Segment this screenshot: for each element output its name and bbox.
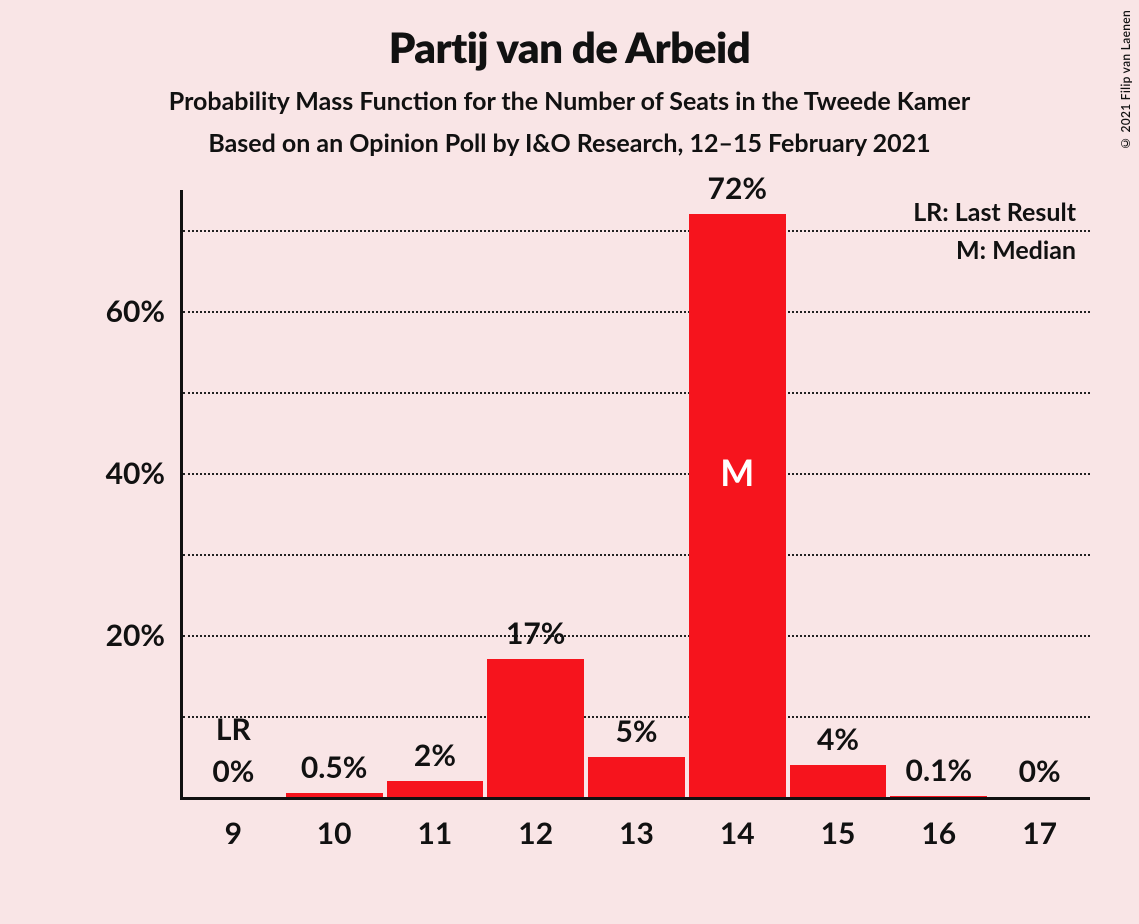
plot-area: LR: Last Result M: Median 0%LR90.5%102%1…: [180, 190, 1090, 800]
bar-slot: 0.5%10: [284, 190, 385, 797]
y-tick-label: 20%: [106, 617, 183, 653]
median-marker: M: [720, 450, 754, 494]
chart-subtitle-1: Probability Mass Function for the Number…: [0, 86, 1139, 116]
copyright-text: © 2021 Filip van Laenen: [1118, 10, 1133, 151]
bar-slot: 4%15: [788, 190, 889, 797]
x-tick-label: 17: [1022, 797, 1057, 851]
bar-value-label: 0%: [212, 753, 254, 789]
x-tick-label: 14: [720, 797, 755, 851]
bar-value-label: 0%: [1019, 753, 1061, 789]
last-result-marker: LR: [216, 711, 251, 747]
chart-title: Partij van de Arbeid: [0, 0, 1139, 72]
x-tick-label: 16: [921, 797, 956, 851]
bar-value-label: 5%: [615, 713, 657, 749]
y-tick-label: 60%: [106, 293, 183, 329]
bar-value-label: 2%: [414, 737, 456, 773]
bar: [588, 757, 685, 797]
x-tick-label: 9: [225, 797, 242, 851]
bar: [387, 781, 484, 797]
bar-value-label: 17%: [506, 615, 565, 651]
bar-slot: 72%M14: [687, 190, 788, 797]
bar-value-label: 4%: [817, 721, 859, 757]
bar-slot: 5%13: [586, 190, 687, 797]
bar-value-label: 0.1%: [906, 752, 973, 788]
bar-slot: 0.1%16: [888, 190, 989, 797]
bar-slot: 17%12: [485, 190, 586, 797]
chart-subtitle-2: Based on an Opinion Poll by I&O Research…: [0, 128, 1139, 158]
bar-value-label: 72%: [708, 170, 767, 206]
x-tick-label: 13: [619, 797, 654, 851]
bar: [689, 214, 786, 797]
x-tick-label: 10: [317, 797, 352, 851]
y-tick-label: 40%: [106, 455, 183, 491]
chart-area: LR: Last Result M: Median 0%LR90.5%102%1…: [60, 190, 1100, 870]
bar: [487, 659, 584, 797]
x-tick-label: 12: [518, 797, 553, 851]
bar-slot: 2%11: [385, 190, 486, 797]
bar-value-label: 0.5%: [301, 749, 368, 785]
bar-slot: 0%17: [989, 190, 1090, 797]
x-tick-label: 11: [418, 797, 453, 851]
bars-container: 0%LR90.5%102%1117%125%1372%M144%150.1%16…: [183, 190, 1090, 797]
bar-slot: 0%LR9: [183, 190, 284, 797]
x-tick-label: 15: [821, 797, 856, 851]
bar: [790, 765, 887, 797]
